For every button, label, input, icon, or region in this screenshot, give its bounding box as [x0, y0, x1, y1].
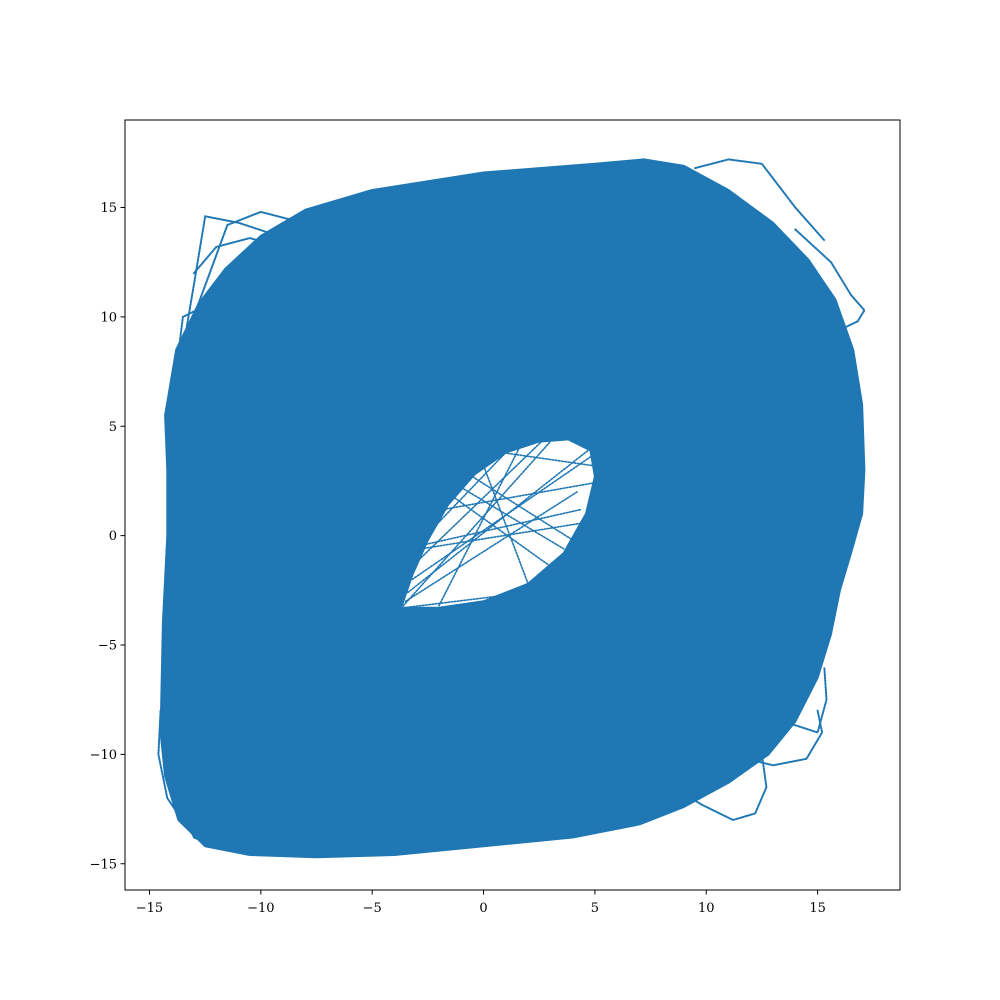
- scatter-trajectory-loop: [850, 479, 864, 531]
- scatter-trajectory-loop: [794, 228, 866, 329]
- scatter-trajectory-loop: [671, 753, 768, 822]
- scatter-trajectory-loop: [188, 210, 296, 329]
- scatter-hole-chord: [471, 475, 574, 541]
- scatter-hole-chord: [482, 464, 529, 585]
- x-tick-label: −5: [363, 901, 382, 916]
- scatter-hole-chord: [415, 440, 543, 563]
- scatter-trajectory-loop: [157, 709, 191, 832]
- scatter-hole-chord: [451, 495, 552, 568]
- scatter-hole-chord: [460, 486, 565, 550]
- scatter-hole-chord: [442, 482, 594, 511]
- y-tick-label: −15: [90, 857, 117, 872]
- plot-area: [157, 158, 866, 859]
- scatter-trajectory-loop: [175, 797, 307, 856]
- x-tick-label: 15: [809, 901, 826, 916]
- scatter-hole-chord: [420, 521, 587, 550]
- x-tick-label: −15: [136, 901, 163, 916]
- scatter-hole-chord: [424, 508, 583, 546]
- scatter-hole-chord: [407, 449, 589, 594]
- scatter-hole-chord: [402, 440, 552, 607]
- scatter-trajectory-loop: [193, 237, 285, 275]
- scatter-trajectory-loop: [175, 294, 229, 373]
- x-tick-label: 0: [479, 901, 487, 916]
- y-tick-label: 15: [100, 201, 117, 216]
- scatter-hole-chord: [438, 447, 520, 607]
- y-tick-label: 5: [109, 420, 117, 435]
- y-tick-label: 0: [109, 529, 117, 544]
- x-axis: −15 −10 −5 0 5 10 15: [136, 890, 826, 916]
- scatter-trajectory-loop: [694, 158, 826, 242]
- y-tick-label: 10: [100, 310, 117, 325]
- x-tick-label: 10: [698, 901, 715, 916]
- scatter-trajectory-loop: [783, 665, 828, 734]
- scatter-trajectory-loop: [181, 215, 273, 351]
- x-tick-label: −10: [247, 901, 274, 916]
- y-tick-label: −10: [90, 748, 117, 763]
- y-axis: −15 −10 −5 0 5 10 15: [90, 201, 125, 872]
- y-tick-label: −5: [98, 639, 117, 654]
- scatter-hole-chord: [404, 491, 578, 603]
- axes-frame: [124, 119, 901, 891]
- scatter-hole-chord: [500, 451, 594, 467]
- scatter-series: [157, 158, 866, 859]
- x-tick-label: 5: [591, 901, 599, 916]
- scatter-hole-chord: [402, 593, 512, 609]
